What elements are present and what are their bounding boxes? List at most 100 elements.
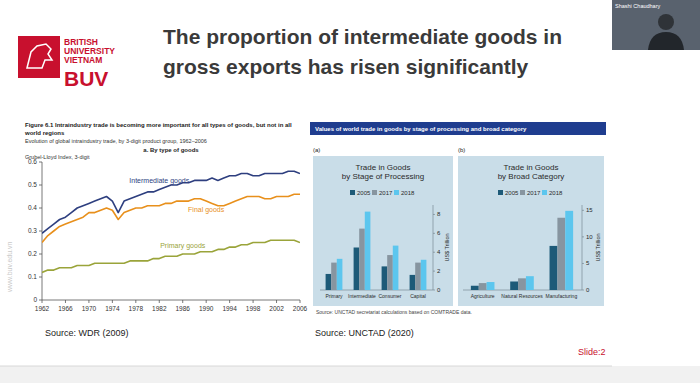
chart-title: by Stage of Processing <box>342 172 424 181</box>
y-tick <box>433 290 435 291</box>
logo-text: VIETNAM <box>64 55 102 65</box>
y-tick-label: 0.1 <box>28 273 37 280</box>
bar <box>415 263 421 290</box>
line-series <box>42 240 300 272</box>
chart-title: world regions <box>24 130 65 136</box>
x-tick-label: 1978 <box>129 305 144 312</box>
header-text: Values of world trade in goods by stage … <box>315 126 527 132</box>
x-tick <box>182 300 183 303</box>
background <box>0 0 700 383</box>
bar <box>410 275 416 290</box>
x-tick-label: 1998 <box>246 305 261 312</box>
x-tick <box>135 300 136 303</box>
watermark: www.buv.edu.vn <box>6 241 13 293</box>
y-tick <box>433 233 435 234</box>
chart-title: by Broad Category <box>498 172 565 181</box>
bar <box>331 263 337 290</box>
bar <box>421 260 427 290</box>
plot-area <box>326 212 427 290</box>
x-tick-label: 1962 <box>35 305 50 312</box>
bar <box>365 212 371 290</box>
series-label: Final goods <box>188 206 225 214</box>
bar <box>354 248 360 291</box>
legend-label: 2005 <box>357 190 371 196</box>
x-tick <box>65 300 66 303</box>
y-tick-label: 10 <box>586 234 593 240</box>
y-tick <box>582 290 584 291</box>
bar <box>479 283 487 290</box>
x-tick-label: Consumer <box>378 293 401 299</box>
chart-title: Trade in Goods <box>356 163 411 172</box>
slide: BRITISHUNIVERSITYVIETNAMBUVThe proportio… <box>0 0 700 383</box>
legend-label: 2018 <box>401 190 415 196</box>
y-tick-label: 0 <box>33 296 37 303</box>
legend-label: 2017 <box>379 190 393 196</box>
axis-title: US$ Trillion <box>595 233 601 261</box>
y-tick-label: 6 <box>437 230 441 236</box>
y-tick <box>582 263 584 264</box>
y-tick-label: 2 <box>437 268 441 274</box>
series-label: Primary goods <box>160 242 206 250</box>
y-tick <box>39 208 42 209</box>
x-tick-label: 1982 <box>152 305 167 312</box>
y-tick-label: 0.2 <box>28 250 37 257</box>
y-tick <box>433 214 435 215</box>
x-tick-label: 2006 <box>293 305 308 312</box>
bar <box>471 286 479 290</box>
chart-subtitle: Evolution of global intraindustry trade,… <box>25 138 207 144</box>
legend-label: 2017 <box>527 190 541 196</box>
bar <box>393 246 399 290</box>
y-tick <box>582 236 584 237</box>
y-tick <box>433 271 435 272</box>
bar <box>326 274 332 290</box>
y-tick <box>39 162 42 163</box>
plot-area <box>471 211 573 290</box>
legend-swatch <box>542 190 547 195</box>
legend-swatch <box>498 190 503 195</box>
x-tick <box>42 300 43 303</box>
series-label: Intermediate goods <box>129 177 189 185</box>
x-axis <box>42 300 300 301</box>
presenter-head <box>658 14 674 30</box>
x-tick-label: 1986 <box>175 305 190 312</box>
x-tick <box>88 300 89 303</box>
logo-mark: BUV <box>64 67 108 90</box>
presenter-video <box>612 0 700 50</box>
bar <box>565 211 573 290</box>
x-tick-label: Natural Resources <box>501 293 543 299</box>
x-tick-label: Capital <box>410 293 426 299</box>
y-tick-label: 8 <box>437 211 441 217</box>
x-tick <box>253 300 254 303</box>
axis-title: US$ Trillion <box>444 233 450 261</box>
y-tick-label: 0 <box>586 287 590 293</box>
note: Source: UNCTAD secretariat calculations … <box>316 309 472 315</box>
toolbar <box>0 366 700 383</box>
source: Source: UNCTAD (2020) <box>315 328 414 338</box>
chart-title: Trade in Goods <box>504 163 559 172</box>
x-tick <box>159 300 160 303</box>
bar <box>359 229 365 290</box>
presenter-body <box>648 32 684 50</box>
y-tick <box>39 254 42 255</box>
x-tick <box>276 300 277 303</box>
panel-label: a. By type of goods <box>143 147 199 153</box>
line-series <box>42 171 300 233</box>
legend-label: 2005 <box>505 190 519 196</box>
y-tick <box>39 231 42 232</box>
y-tick <box>39 277 42 278</box>
x-tick-label: Primary <box>325 293 343 299</box>
y-tick <box>433 252 435 253</box>
bar <box>526 276 534 290</box>
logo-box <box>18 36 60 78</box>
presenter-name: Shashi Chaudhary <box>615 3 661 9</box>
line-series <box>42 194 300 242</box>
y-tick-label: 0.3 <box>28 227 37 234</box>
slide-title: The proportion of intermediate goods in <box>163 25 562 48</box>
chart-title: Figure 6.1 Intraindustry trade is becomi… <box>25 122 292 128</box>
x-tick-label: 1994 <box>222 305 237 312</box>
y-tick-label: 4 <box>437 249 441 255</box>
source: Source: WDR (2009) <box>45 328 129 338</box>
legend-swatch <box>394 190 399 195</box>
panel-label: (b) <box>458 147 465 153</box>
legend-swatch <box>350 190 355 195</box>
